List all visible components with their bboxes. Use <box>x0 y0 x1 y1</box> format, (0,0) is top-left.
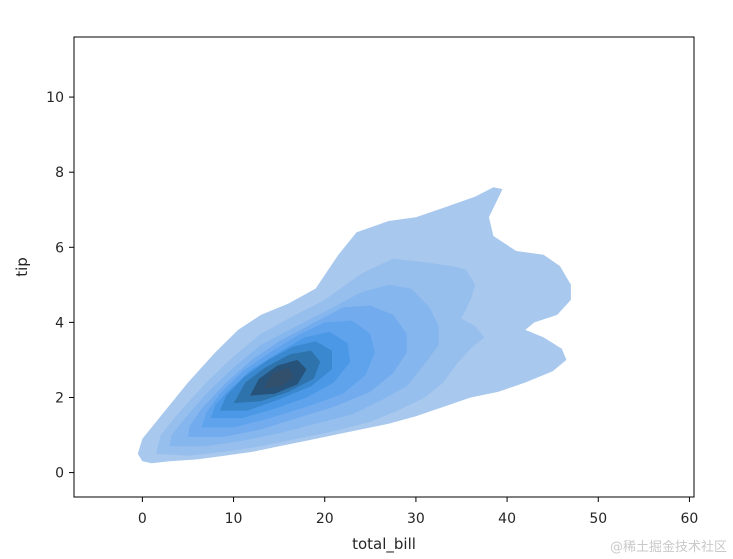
y-tick-label: 2 <box>55 390 64 406</box>
x-axis-ticks: 0 10 20 30 40 50 60 <box>138 497 698 527</box>
y-tick-label: 8 <box>55 165 64 181</box>
x-tick-label: 10 <box>225 511 243 527</box>
density-contours <box>137 187 571 464</box>
x-tick-label: 40 <box>498 511 516 527</box>
y-axis-label: tip <box>13 257 31 277</box>
watermark-text: @稀土掘金技术社区 <box>609 540 727 555</box>
x-axis-label: total_bill <box>352 535 416 554</box>
density-level-10-region-1 <box>263 367 294 389</box>
plot-frame <box>73 36 695 498</box>
x-tick-label: 50 <box>589 511 607 527</box>
y-tick-label: 4 <box>55 315 64 331</box>
y-tick-label: 6 <box>55 240 64 256</box>
x-tick-label: 0 <box>138 511 147 527</box>
x-tick-label: 20 <box>316 511 334 527</box>
y-axis-ticks: 0 2 4 6 8 10 <box>46 90 74 482</box>
x-tick-label: 30 <box>407 511 425 527</box>
x-tick-label: 60 <box>681 511 699 527</box>
y-tick-label: 0 <box>55 466 64 482</box>
y-tick-label: 10 <box>46 90 64 106</box>
